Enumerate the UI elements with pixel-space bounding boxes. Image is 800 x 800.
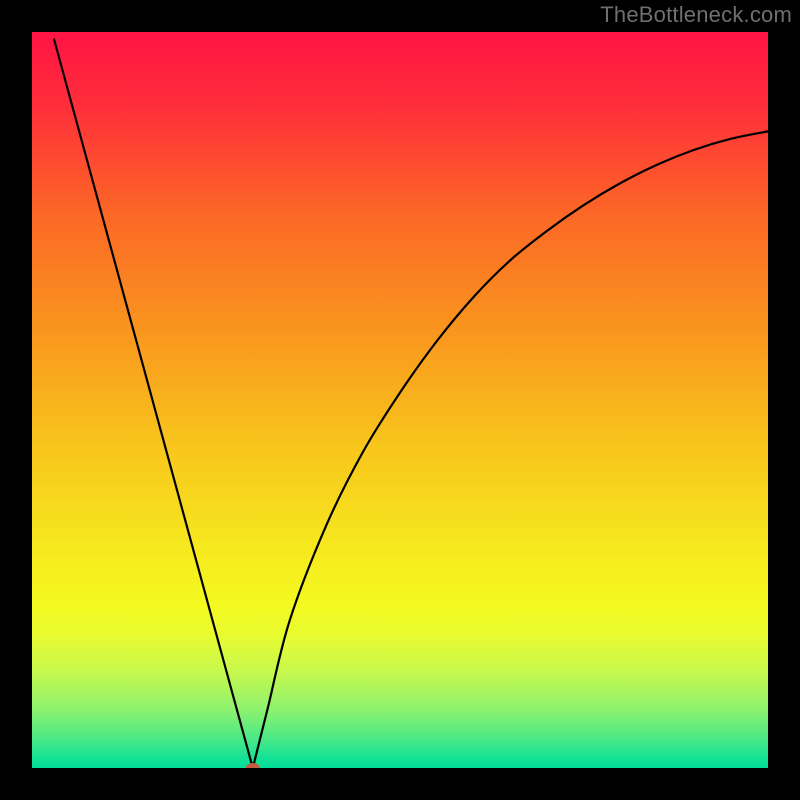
- plot-area: [32, 32, 768, 768]
- curve-svg: [32, 32, 768, 768]
- curve-right-branch: [253, 131, 768, 768]
- stage: TheBottleneck.com: [0, 0, 800, 800]
- watermark-text: TheBottleneck.com: [600, 2, 792, 28]
- curve-left-branch: [54, 39, 253, 768]
- min-marker: [246, 763, 260, 768]
